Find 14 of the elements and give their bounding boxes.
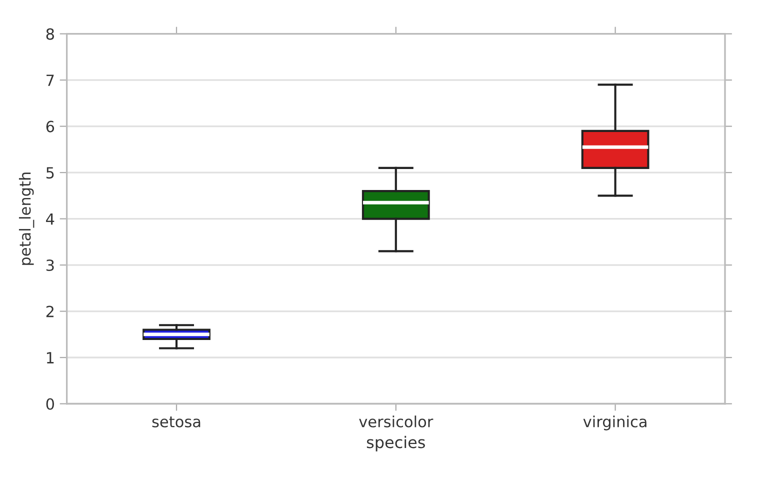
y-tick-label: 7 xyxy=(46,74,54,86)
y-tick-label: 4 xyxy=(46,213,54,225)
y-tick-label: 0 xyxy=(46,398,54,410)
y-tick-label: 5 xyxy=(46,167,54,179)
x-tick-label: versicolor xyxy=(359,416,434,428)
y-axis-title: petal_length xyxy=(18,172,34,265)
x-tick-label: virginica xyxy=(583,416,646,430)
y-tick-label: 6 xyxy=(46,120,54,132)
x-tick-label: setosa xyxy=(152,416,200,428)
y-tick-label: 1 xyxy=(46,352,54,364)
y-tick-label: 8 xyxy=(46,28,54,40)
x-axis-title: species xyxy=(366,436,425,452)
y-tick-label: 3 xyxy=(46,259,54,272)
y-tick-label: 2 xyxy=(46,306,54,318)
